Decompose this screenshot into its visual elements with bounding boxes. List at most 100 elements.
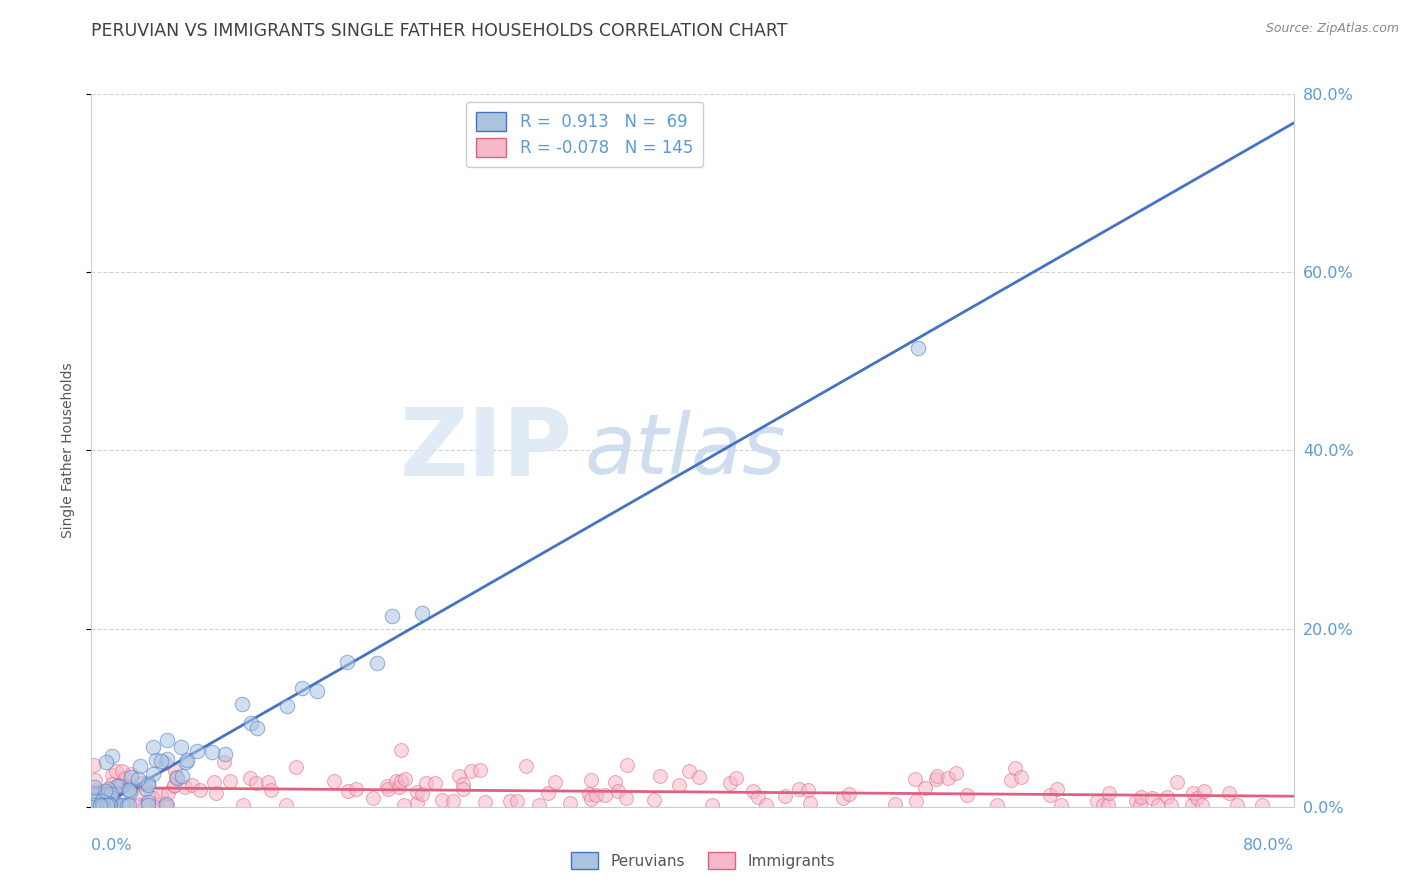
Point xyxy=(389,774,412,789)
Point xyxy=(157,786,180,800)
Point xyxy=(129,759,152,773)
Point xyxy=(585,788,607,802)
Point xyxy=(136,795,159,809)
Point xyxy=(1097,798,1119,813)
Legend: Peruvians, Immigrants: Peruvians, Immigrants xyxy=(565,846,841,875)
Point xyxy=(755,798,778,813)
Point xyxy=(127,786,149,800)
Point xyxy=(90,791,112,805)
Point xyxy=(688,770,710,784)
Point xyxy=(678,764,700,778)
Point xyxy=(449,769,471,783)
Point xyxy=(98,798,121,813)
Point xyxy=(120,782,142,797)
Point xyxy=(245,776,267,790)
Point xyxy=(84,798,107,813)
Point xyxy=(986,798,1008,813)
Point xyxy=(101,786,124,800)
Point xyxy=(831,790,853,805)
Point xyxy=(83,798,105,813)
Point xyxy=(176,753,198,767)
Point xyxy=(1000,772,1022,787)
Point xyxy=(114,771,136,785)
Point xyxy=(1091,798,1114,813)
Point xyxy=(381,609,404,624)
Point xyxy=(89,798,111,813)
Point xyxy=(156,798,179,813)
Point xyxy=(105,780,128,794)
Point xyxy=(291,681,314,695)
Point xyxy=(700,798,723,813)
Point xyxy=(83,787,105,801)
Point xyxy=(323,773,346,788)
Point xyxy=(150,755,173,769)
Point xyxy=(1146,798,1168,813)
Point xyxy=(884,797,907,812)
Point xyxy=(389,743,412,757)
Point xyxy=(90,798,112,813)
Point xyxy=(120,785,142,799)
Point xyxy=(101,768,124,782)
Point xyxy=(97,798,120,813)
Point xyxy=(506,794,529,808)
Point xyxy=(529,798,551,813)
Point xyxy=(1218,787,1240,801)
Point xyxy=(907,341,929,355)
Point xyxy=(945,766,967,780)
Point xyxy=(741,784,763,798)
Text: atlas: atlas xyxy=(585,410,786,491)
Point xyxy=(747,789,769,804)
Point xyxy=(84,772,107,787)
Point xyxy=(384,773,406,788)
Point xyxy=(614,790,637,805)
Point xyxy=(537,786,560,800)
Point xyxy=(1010,770,1032,784)
Point xyxy=(201,745,224,759)
Point xyxy=(366,656,388,670)
Point xyxy=(605,774,627,789)
Point xyxy=(174,755,197,769)
Point xyxy=(93,789,115,804)
Point xyxy=(558,796,581,810)
Point xyxy=(145,753,167,767)
Point xyxy=(914,781,936,796)
Point xyxy=(544,775,567,789)
Point xyxy=(441,794,464,808)
Point xyxy=(1049,798,1071,813)
Point xyxy=(284,760,307,774)
Point xyxy=(120,766,142,780)
Point xyxy=(239,771,262,785)
Point xyxy=(581,792,603,806)
Point xyxy=(668,778,690,792)
Point xyxy=(1166,774,1188,789)
Point xyxy=(112,798,135,813)
Point xyxy=(905,794,928,808)
Point xyxy=(336,784,359,798)
Point xyxy=(411,787,433,801)
Point xyxy=(107,779,129,793)
Point xyxy=(1046,782,1069,797)
Point xyxy=(718,776,741,790)
Point xyxy=(156,752,179,766)
Point xyxy=(1160,798,1182,813)
Point xyxy=(83,780,105,794)
Point xyxy=(515,758,537,772)
Point xyxy=(1187,791,1209,805)
Point xyxy=(105,797,128,811)
Point xyxy=(212,755,235,769)
Point xyxy=(100,792,122,806)
Point xyxy=(1191,798,1213,813)
Point xyxy=(104,764,127,779)
Point xyxy=(377,782,399,797)
Point xyxy=(773,789,796,803)
Point xyxy=(84,797,107,811)
Point xyxy=(239,715,262,730)
Point xyxy=(89,792,111,806)
Point xyxy=(1250,798,1272,813)
Point xyxy=(91,797,114,811)
Point xyxy=(274,798,297,813)
Text: PERUVIAN VS IMMIGRANTS SINGLE FATHER HOUSEHOLDS CORRELATION CHART: PERUVIAN VS IMMIGRANTS SINGLE FATHER HOU… xyxy=(91,22,787,40)
Point xyxy=(136,778,159,792)
Point xyxy=(579,772,602,787)
Point xyxy=(117,798,139,813)
